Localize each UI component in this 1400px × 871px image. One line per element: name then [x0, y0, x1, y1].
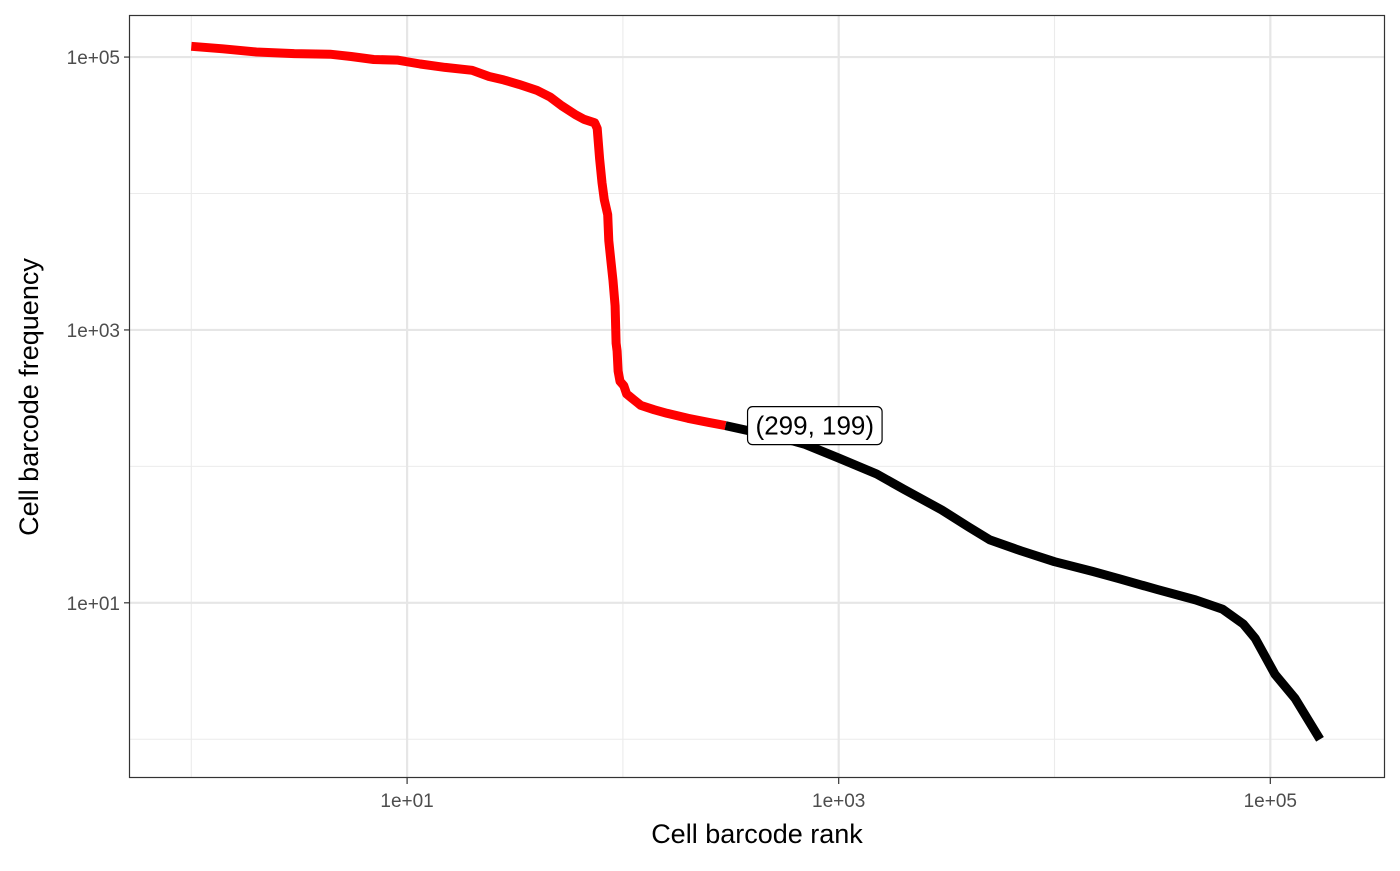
- x-axis: 1e+01 1e+03 1e+05: [380, 778, 1297, 812]
- series-layer: [190, 41, 1324, 742]
- panel-border: [128, 14, 1386, 779]
- x-tick-label: 1e+01: [380, 791, 433, 812]
- annotation-label: (299, 199): [756, 411, 875, 441]
- series-line-2: [724, 421, 1324, 742]
- y-tick-label: 1e+01: [67, 594, 120, 615]
- series-line-1: [190, 41, 727, 431]
- x-tick-label: 1e+05: [1244, 791, 1297, 812]
- annotation: (299, 199): [746, 406, 883, 446]
- y-tick-label: 1e+03: [67, 321, 120, 342]
- annotation-box: [746, 406, 883, 446]
- x-tick-label: 1e+03: [812, 791, 865, 812]
- y-axis: 1e+01 1e+03 1e+05: [67, 48, 130, 615]
- y-axis-title: Cell barcode frequency: [14, 258, 44, 536]
- y-tick-label: 1e+05: [67, 48, 120, 69]
- x-axis-title: Cell barcode rank: [651, 819, 863, 849]
